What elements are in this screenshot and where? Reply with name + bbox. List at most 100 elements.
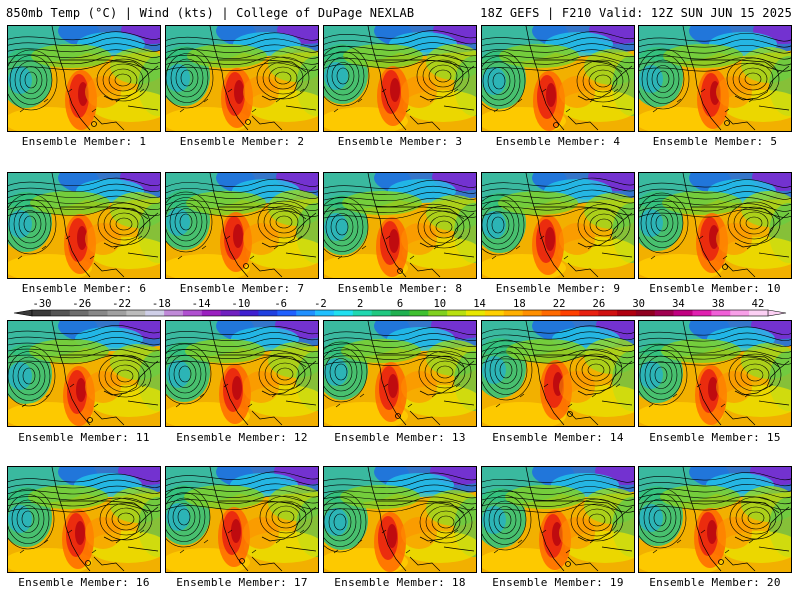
ensemble-map xyxy=(166,321,318,426)
low-pressure-marker xyxy=(85,560,91,566)
coastline xyxy=(209,173,317,278)
height-contours xyxy=(166,32,318,109)
height-contours xyxy=(324,30,476,107)
temperature-shading xyxy=(498,191,578,215)
wind-barbs xyxy=(493,529,619,554)
colorbar-segment xyxy=(692,310,712,316)
temperature-shading xyxy=(166,208,190,236)
colorbar-segment xyxy=(201,310,222,316)
wind-barbs xyxy=(495,383,621,408)
coastline xyxy=(525,173,633,278)
colorbar-tick-label: 2 xyxy=(357,298,363,310)
low-pressure-marker xyxy=(87,417,93,423)
temperature-shading xyxy=(342,191,422,215)
ensemble-map xyxy=(639,321,791,426)
coastline xyxy=(367,467,475,572)
low-pressure-marker xyxy=(245,119,251,125)
temperature-shading xyxy=(166,64,190,92)
colorbar-segment xyxy=(315,310,335,316)
colorbar-tick-label: 34 xyxy=(672,298,685,310)
colorbar-tick-label: 42 xyxy=(752,298,765,310)
coastline xyxy=(682,321,790,426)
colorbar-segment xyxy=(579,310,599,316)
temperature-shading xyxy=(76,378,86,402)
ensemble-map xyxy=(8,467,160,572)
height-contours xyxy=(639,326,791,406)
temperature-shading xyxy=(716,76,752,108)
colorbar-segment xyxy=(371,310,391,316)
colorbar-tick-label: 38 xyxy=(712,298,725,310)
ensemble-map-panel xyxy=(323,320,477,427)
ensemble-map xyxy=(166,467,318,572)
ensemble-map xyxy=(166,173,318,278)
colorbar-segment xyxy=(730,310,750,316)
colorbar-segment xyxy=(749,310,769,316)
coastline xyxy=(367,173,475,278)
colorbar-segment xyxy=(164,310,184,316)
ensemble-map-panel xyxy=(638,172,792,279)
colorbar-segment xyxy=(466,310,486,316)
coastline xyxy=(682,467,790,572)
wind-barbs xyxy=(17,235,143,260)
colorbar-segment xyxy=(220,310,240,316)
colorbar-segment xyxy=(32,310,52,316)
temperature-shading xyxy=(232,376,242,400)
low-pressure-marker xyxy=(395,413,401,419)
ensemble-member-label: Ensemble Member: 13 xyxy=(334,431,466,444)
temperature-shading xyxy=(707,520,717,544)
height-contours xyxy=(8,31,160,111)
colorbar-segment xyxy=(333,310,354,316)
colorbar-segment xyxy=(484,310,505,316)
colorbar-tick-label: -26 xyxy=(72,298,91,310)
temperature-shading xyxy=(552,522,562,546)
ensemble-member-label: Ensemble Member: 8 xyxy=(337,282,463,295)
colorbar-segment xyxy=(277,310,297,316)
height-contours xyxy=(639,179,791,254)
temperature-shading xyxy=(388,374,398,398)
ensemble-map xyxy=(8,26,160,131)
colorbar-segment xyxy=(107,310,127,316)
height-contours xyxy=(8,177,160,255)
low-pressure-marker xyxy=(718,559,724,565)
ensemble-member-label: Ensemble Member: 17 xyxy=(176,576,308,589)
height-contours xyxy=(324,327,476,403)
wind-barbs xyxy=(650,235,776,260)
low-pressure-marker xyxy=(567,411,573,417)
ensemble-map-panel xyxy=(481,320,635,427)
temperature-shading xyxy=(8,505,32,533)
low-pressure-marker xyxy=(243,263,249,269)
temperature-shading xyxy=(660,485,740,509)
ensemble-map xyxy=(482,173,634,278)
colorbar-tick-label: 6 xyxy=(397,298,403,310)
temperature-shading xyxy=(8,362,32,390)
temperature-shading xyxy=(482,356,506,384)
ensemble-map-panel xyxy=(638,320,792,427)
colorbar-segment xyxy=(88,310,108,316)
wind-barbs xyxy=(491,235,617,260)
ensemble-member-label: Ensemble Member: 3 xyxy=(337,135,463,148)
temperature-shading xyxy=(78,82,88,106)
temperature-shading xyxy=(482,67,506,95)
ensemble-map-panel xyxy=(638,466,792,573)
coastline xyxy=(51,321,159,426)
height-contours xyxy=(324,472,476,553)
temperature-shading xyxy=(505,485,585,509)
ensemble-member-label: Ensemble Member: 2 xyxy=(179,135,305,148)
ensemble-member-label: Ensemble Member: 12 xyxy=(176,431,308,444)
temperature-shading xyxy=(28,485,108,509)
temperature-shading xyxy=(639,504,663,532)
temperature-shading xyxy=(234,80,244,104)
ensemble-map-panel xyxy=(481,172,635,279)
height-contours xyxy=(166,326,318,405)
temperature-shading xyxy=(8,210,32,238)
header-valid-time: 18Z GEFS | F210 Valid: 12Z SUN JUN 15 20… xyxy=(480,6,792,20)
wind-barbs xyxy=(652,88,778,113)
ensemble-map xyxy=(639,467,791,572)
temperature-shading xyxy=(185,339,265,363)
temperature-shading xyxy=(390,78,400,102)
temperature-shading xyxy=(387,524,397,548)
colorbar-segment xyxy=(239,310,259,316)
coastline xyxy=(209,467,317,572)
ensemble-member-label: Ensemble Member: 9 xyxy=(495,282,621,295)
temperature-colorbar: -30 -26 -22 -18 -14 -10 -6 -2 2 6 10 14 18 22 26 30 34 38… xyxy=(13,298,787,317)
